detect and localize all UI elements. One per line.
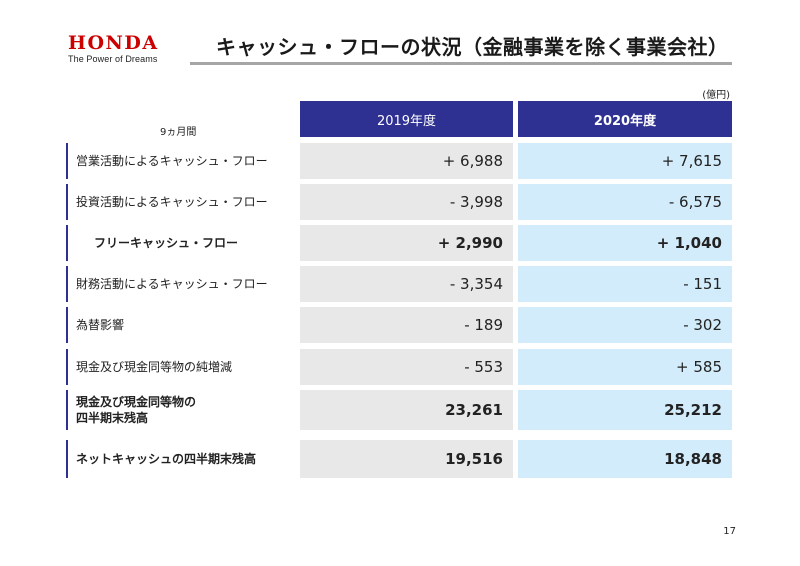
row-label: 営業活動によるキャッシュ・フロー [66,143,296,179]
table-row-investing: 投資活動によるキャッシュ・フロー - 3,998 - 6,575 [66,184,732,220]
value-2019: 19,516 [300,440,513,478]
table-row-free-cash-flow: フリーキャッシュ・フロー + 2,990 + 1,040 [66,225,732,261]
table-row-operating: 営業活動によるキャッシュ・フロー + 6,988 + 7,615 [66,143,732,179]
row-label: 投資活動によるキャッシュ・フロー [66,184,296,220]
value-2020: + 7,615 [518,143,732,179]
value-2019: - 189 [300,307,513,343]
brand-name: HONDA [68,32,159,54]
unit-label: (億円) [702,90,730,101]
value-2020: + 585 [518,349,732,385]
value-2020: 18,848 [518,440,732,478]
row-label: 現金及び現金同等物の純増減 [66,349,296,385]
value-2020: - 151 [518,266,732,302]
row-label-line-1: 現金及び現金同等物の [76,395,197,409]
row-label-line-2: 四半期末残高 [76,411,149,425]
page-number: 17 [723,526,736,537]
value-2019: - 553 [300,349,513,385]
row-label: ネットキャッシュの四半期末残高 [66,440,296,478]
value-2020: + 1,040 [518,225,732,261]
value-2020: 25,212 [518,390,732,430]
value-2020: - 302 [518,307,732,343]
row-label: 為替影響 [66,307,296,343]
column-header-2020: 2020年度 [518,101,732,137]
row-label: 現金及び現金同等物の 四半期末残高 [66,390,296,430]
table-row-financing: 財務活動によるキャッシュ・フロー - 3,354 - 151 [66,266,732,302]
value-2019: - 3,998 [300,184,513,220]
value-2019: + 2,990 [300,225,513,261]
column-header-2019: 2019年度 [300,101,513,137]
period-label: 9ヵ月間 [160,127,197,138]
value-2019: - 3,354 [300,266,513,302]
value-2019: 23,261 [300,390,513,430]
value-2019: + 6,988 [300,143,513,179]
table-row-fx-effect: 為替影響 - 189 - 302 [66,307,732,343]
table-row-net-cash: ネットキャッシュの四半期末残高 19,516 18,848 [66,440,732,478]
page-title: キャッシュ・フローの状況（金融事業を除く事業会社） [216,35,729,59]
honda-logo: HONDA The Power of Dreams [68,33,186,64]
title-divider [190,62,732,65]
row-label: 財務活動によるキャッシュ・フロー [66,266,296,302]
brand-tagline: The Power of Dreams [68,54,158,64]
table-row-net-change: 現金及び現金同等物の純増減 - 553 + 585 [66,349,732,385]
table-row-ending-balance: 現金及び現金同等物の 四半期末残高 23,261 25,212 [66,390,732,430]
row-label: フリーキャッシュ・フロー [66,225,296,261]
value-2020: - 6,575 [518,184,732,220]
